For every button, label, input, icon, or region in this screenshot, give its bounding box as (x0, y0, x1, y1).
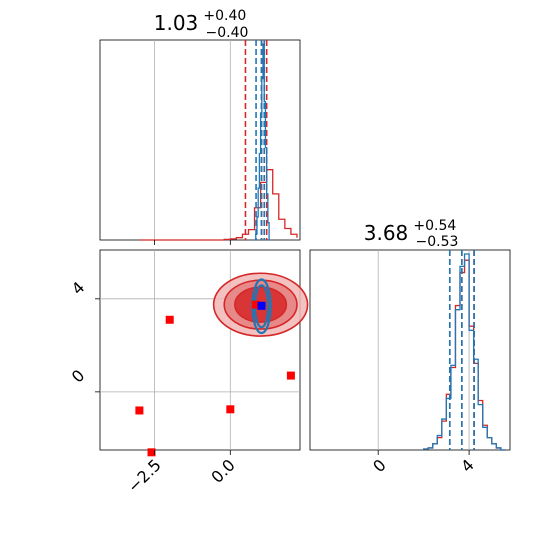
sample-point (286, 371, 295, 380)
panel-top-left: 1.03 +0.40 −0.40 (99, 8, 301, 245)
y-tick-label: 4 (68, 278, 89, 299)
histogram-step (139, 169, 298, 241)
y-tick-label: 0 (68, 366, 89, 387)
x-tick-label: 4 (457, 455, 478, 476)
histogram-marks (422, 250, 506, 451)
tick-marks (154, 240, 231, 245)
panel-bottom-right: 3.68 +0.54 −0.53 (309, 218, 511, 455)
grid-lines (154, 40, 231, 240)
sample-point (257, 301, 266, 310)
sample-point (135, 406, 144, 415)
x-tick-label: 0 (369, 455, 390, 476)
title-plus: +0.40 (203, 8, 246, 24)
title-plus: +0.54 (413, 218, 456, 234)
contour-marks (135, 272, 309, 457)
histogram-step (422, 253, 506, 451)
sample-point (252, 300, 261, 309)
histogram-step (254, 43, 271, 241)
title-minus: −0.53 (416, 234, 459, 250)
sample-point (165, 315, 174, 324)
panel-bottom-left (95, 249, 309, 457)
panel-frame (309, 249, 511, 451)
sample-point (147, 448, 156, 457)
x-tick-label: −2.5 (124, 455, 165, 496)
tick-marks (377, 450, 470, 455)
panel-title: 1.03 +0.40 (154, 8, 247, 35)
title-minus: −0.40 (206, 25, 249, 41)
title-value: 3.68 (364, 221, 409, 245)
tick-marks (95, 298, 231, 455)
panel-title: 3.68 +0.54 (364, 218, 457, 245)
title-value: 1.03 (154, 11, 199, 35)
sample-point (226, 405, 235, 414)
x-tick-label: 0.0 (207, 455, 238, 486)
histogram-marks (139, 40, 298, 241)
panel-frame (99, 39, 301, 241)
